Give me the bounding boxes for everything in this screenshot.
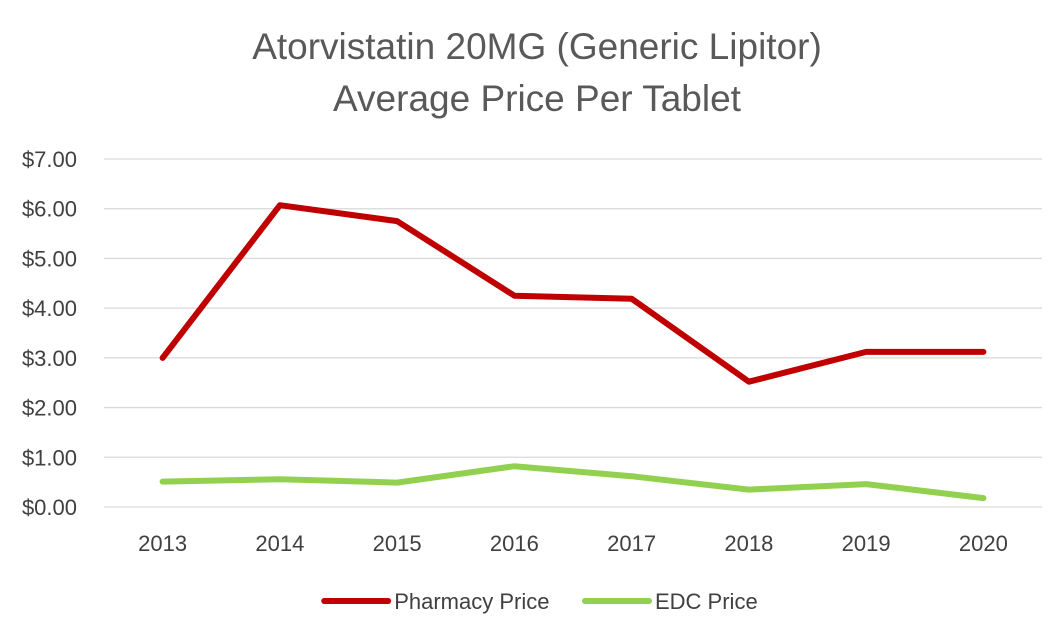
y-tick-label: $5.00 — [22, 246, 77, 271]
x-tick-label: 2016 — [490, 531, 539, 556]
x-tick-label: 2015 — [373, 531, 422, 556]
x-tick-label: 2017 — [607, 531, 656, 556]
x-tick-label: 2019 — [842, 531, 891, 556]
y-tick-label: $6.00 — [22, 197, 77, 222]
y-tick-label: $7.00 — [22, 147, 77, 172]
y-tick-label: $3.00 — [22, 346, 77, 371]
chart-title-line-2: Average Price Per Tablet — [333, 78, 742, 119]
series-line-edc-price — [159, 463, 987, 502]
x-tick-label: 2018 — [724, 531, 773, 556]
y-tick-label: $2.00 — [22, 396, 77, 421]
y-tick-label: $0.00 — [22, 495, 77, 520]
legend-label-edc-price: EDC Price — [655, 589, 758, 614]
y-tick-label: $4.00 — [22, 296, 77, 321]
chart-title-line-1: Atorvistatin 20MG (Generic Lipitor) — [252, 26, 822, 67]
x-axis-tick-labels: 2013 2014 2015 2016 2017 2018 2019 2020 — [138, 531, 1008, 556]
y-tick-label: $1.00 — [22, 445, 77, 470]
x-tick-label: 2020 — [959, 531, 1008, 556]
x-tick-label: 2013 — [138, 531, 187, 556]
gridlines — [104, 158, 1042, 508]
y-axis-tick-labels: $0.00 $1.00 $2.00 $3.00 $4.00 $5.00 $6.00 $7.00 — [22, 147, 77, 520]
series-line-pharmacy-price — [159, 202, 987, 385]
legend-label-pharmacy-price: Pharmacy Price — [394, 589, 549, 614]
legend: Pharmacy Price EDC Price — [321, 589, 758, 614]
series-lines — [159, 202, 987, 502]
x-tick-label: 2014 — [255, 531, 304, 556]
